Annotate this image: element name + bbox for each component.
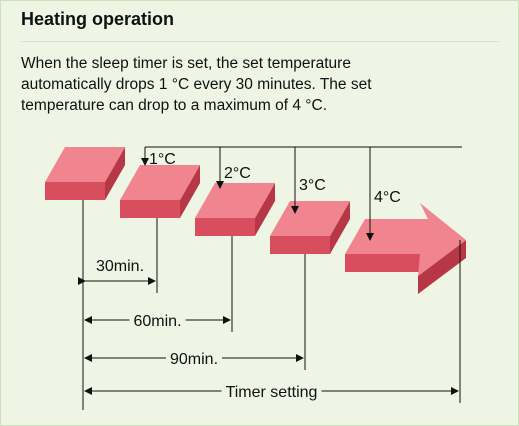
arrow-top	[345, 203, 466, 276]
arrow-front	[345, 254, 420, 272]
description: When the sleep timer is set, the set tem…	[21, 53, 372, 116]
step-top	[270, 201, 350, 236]
divider	[21, 41, 499, 42]
steps	[45, 147, 466, 294]
step-top	[120, 165, 200, 200]
step-top	[45, 147, 125, 182]
step-side	[105, 147, 125, 200]
duration-label: 90min.	[170, 351, 218, 368]
drop-label: 4°C	[374, 189, 401, 206]
step-front	[270, 236, 330, 254]
description-line: temperature can drop to a maximum of 4 °…	[21, 97, 327, 114]
description-line: When the sleep timer is set, the set tem…	[21, 55, 351, 72]
step-front	[120, 200, 180, 218]
dimension-lines	[78, 146, 462, 410]
step-top	[195, 183, 275, 218]
duration-label: 60min.	[133, 313, 181, 330]
drop-label: 3°C	[299, 177, 326, 194]
labels: 1°C 2°C 3°C 4°C 30min. 60min. 90min. Timer sett…	[96, 151, 401, 401]
step-side	[180, 165, 200, 218]
duration-label: Timer setting	[226, 384, 318, 401]
arrow-head-front	[418, 240, 466, 294]
step-side	[255, 183, 275, 236]
duration-label: 30min.	[96, 258, 144, 275]
drop-label: 1°C	[149, 151, 176, 168]
step-front	[195, 218, 255, 236]
step-side	[330, 201, 350, 254]
title: Heating operation	[21, 9, 175, 29]
step-front	[45, 182, 105, 200]
drop-label: 2°C	[224, 165, 251, 182]
description-line: automatically drops 1 °C every 30 minute…	[21, 76, 372, 93]
